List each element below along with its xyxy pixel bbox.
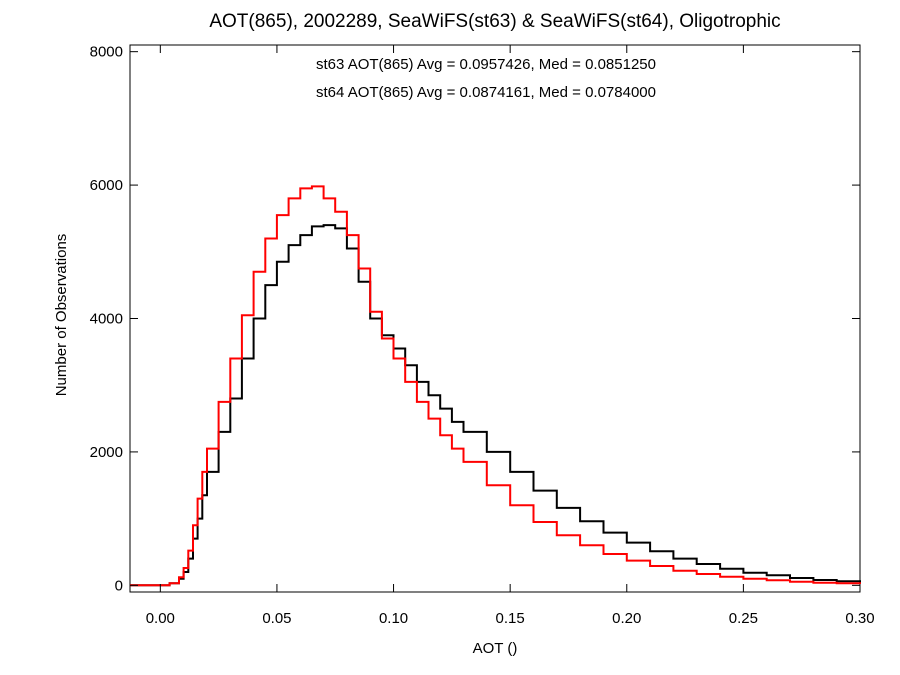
plot-frame [129,44,861,593]
y-tick-label: 6000 [90,177,123,194]
y-tick-label: 4000 [90,311,123,328]
x-tick-label: 0.20 [612,610,641,627]
y-tick-label: 8000 [90,44,123,61]
st64-stats-annotation: st64 AOT(865) Avg = 0.0874161, Med = 0.0… [316,84,656,101]
st64-histogram-line [130,185,861,587]
chart-title: AOT(865), 2002289, SeaWiFS(st63) & SeaWi… [209,11,780,32]
st63-stats-annotation: st63 AOT(865) Avg = 0.0957426, Med = 0.0… [316,56,656,73]
y-axis: 0 2000 4000 6000 8000 [90,44,860,594]
x-tick-label: 0.05 [262,610,291,627]
x-tick-label: 0.00 [146,610,175,627]
y-tick-label: 0 [115,577,123,594]
y-tick-label: 2000 [90,444,123,461]
x-tick-label: 0.10 [379,610,408,627]
y-axis-label: Number of Observations [53,234,70,397]
x-axis: 0.00 0.05 0.10 0.15 0.20 0.25 0.30 [146,45,875,627]
series-layer [130,185,861,587]
x-tick-label: 0.25 [729,610,758,627]
st63-histogram-line [130,224,861,587]
x-tick-label: 0.15 [496,610,525,627]
x-axis-label: AOT () [473,640,518,657]
x-tick-label: 0.30 [845,610,874,627]
